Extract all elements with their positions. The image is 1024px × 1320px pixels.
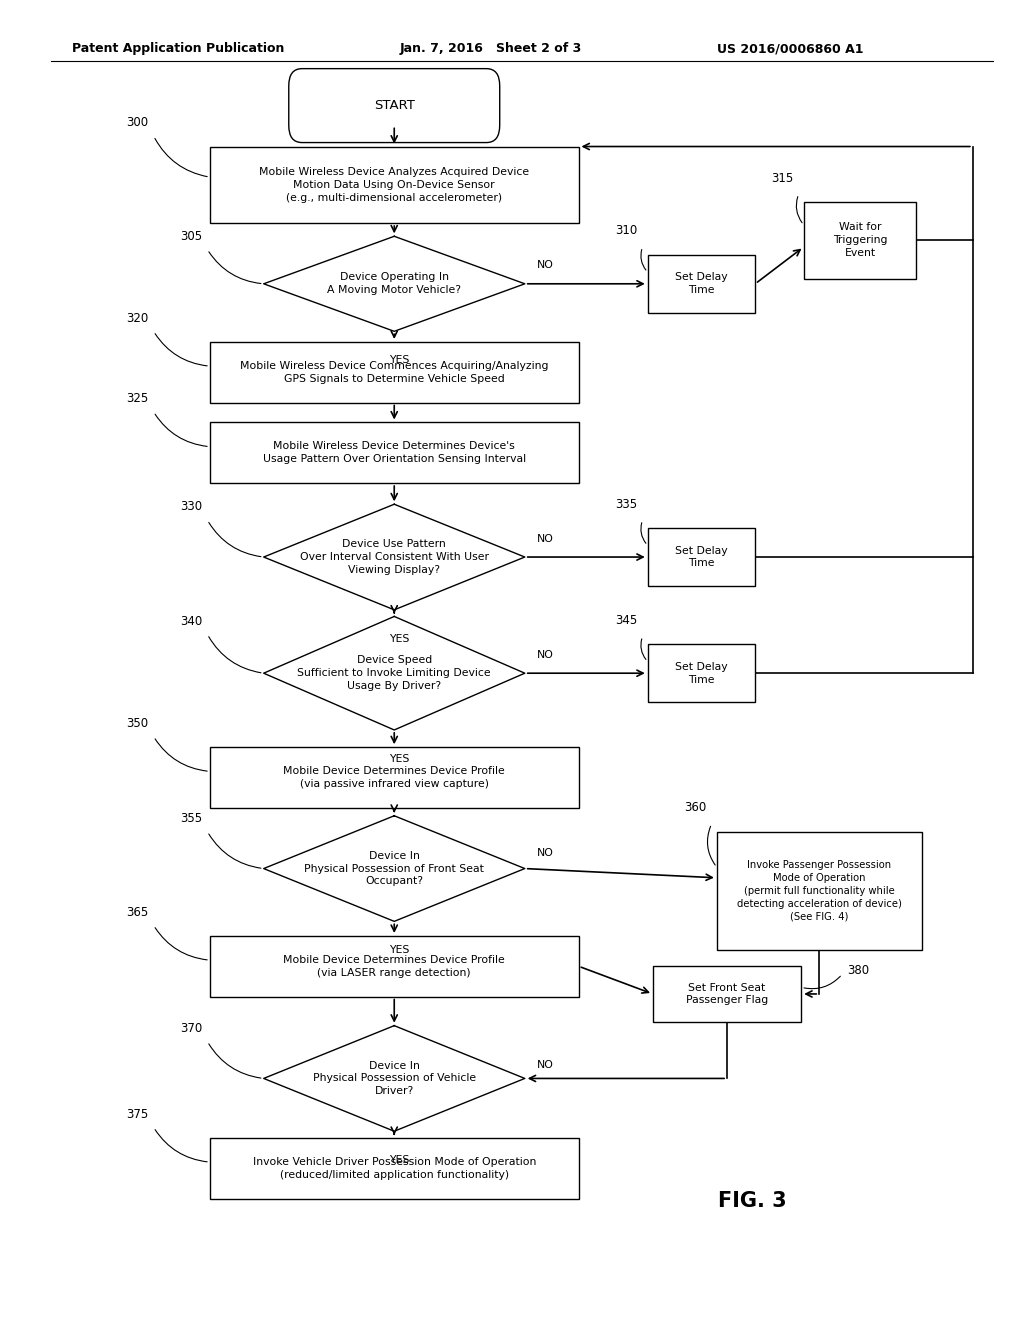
FancyBboxPatch shape: [210, 147, 579, 223]
Text: Mobile Wireless Device Determines Device's
Usage Pattern Over Orientation Sensin: Mobile Wireless Device Determines Device…: [263, 441, 525, 465]
Text: 350: 350: [126, 717, 148, 730]
Text: Device Speed
Sufficient to Invoke Limiting Device
Usage By Driver?: Device Speed Sufficient to Invoke Limiti…: [297, 656, 492, 690]
Text: YES: YES: [389, 634, 410, 644]
Text: 330: 330: [180, 500, 203, 513]
FancyBboxPatch shape: [653, 966, 801, 1022]
Text: Set Delay
Time: Set Delay Time: [675, 661, 728, 685]
Text: 355: 355: [180, 812, 203, 825]
Text: 380: 380: [848, 964, 869, 977]
Text: 360: 360: [684, 801, 707, 814]
Text: 320: 320: [126, 312, 148, 325]
FancyBboxPatch shape: [648, 644, 756, 702]
Text: NO: NO: [537, 533, 554, 544]
Text: YES: YES: [389, 754, 410, 764]
Text: Mobile Device Determines Device Profile
(via passive infrared view capture): Mobile Device Determines Device Profile …: [284, 766, 505, 789]
Text: US 2016/0006860 A1: US 2016/0006860 A1: [717, 42, 863, 55]
FancyBboxPatch shape: [289, 69, 500, 143]
Text: Mobile Device Determines Device Profile
(via LASER range detection): Mobile Device Determines Device Profile …: [284, 954, 505, 978]
FancyBboxPatch shape: [210, 422, 579, 483]
Text: Mobile Wireless Device Analyzes Acquired Device
Motion Data Using On-Device Sens: Mobile Wireless Device Analyzes Acquired…: [259, 168, 529, 202]
Text: Patent Application Publication: Patent Application Publication: [72, 42, 284, 55]
Text: 315: 315: [771, 172, 794, 185]
Polygon shape: [264, 816, 524, 921]
Text: Device Operating In
A Moving Motor Vehicle?: Device Operating In A Moving Motor Vehic…: [328, 272, 461, 296]
Text: Invoke Vehicle Driver Possession Mode of Operation
(reduced/limited application : Invoke Vehicle Driver Possession Mode of…: [253, 1156, 536, 1180]
Text: NO: NO: [537, 260, 554, 271]
Polygon shape: [264, 616, 524, 730]
Text: YES: YES: [389, 945, 410, 956]
FancyBboxPatch shape: [804, 202, 916, 279]
Polygon shape: [264, 1026, 524, 1131]
Text: Device Use Pattern
Over Interval Consistent With User
Viewing Display?: Device Use Pattern Over Interval Consist…: [300, 540, 488, 574]
Text: 375: 375: [126, 1107, 148, 1121]
Text: 340: 340: [180, 615, 203, 627]
Text: Jan. 7, 2016   Sheet 2 of 3: Jan. 7, 2016 Sheet 2 of 3: [399, 42, 582, 55]
FancyBboxPatch shape: [648, 528, 756, 586]
Text: 365: 365: [126, 906, 148, 919]
Text: Set Delay
Time: Set Delay Time: [675, 272, 728, 296]
Text: START: START: [374, 99, 415, 112]
FancyBboxPatch shape: [210, 936, 579, 997]
Text: 305: 305: [180, 230, 203, 243]
FancyBboxPatch shape: [648, 255, 756, 313]
Polygon shape: [264, 504, 524, 610]
Text: NO: NO: [537, 847, 554, 858]
FancyBboxPatch shape: [210, 1138, 579, 1199]
Text: YES: YES: [389, 1155, 410, 1166]
FancyBboxPatch shape: [717, 832, 922, 950]
Text: Mobile Wireless Device Commences Acquiring/Analyzing
GPS Signals to Determine Ve: Mobile Wireless Device Commences Acquiri…: [240, 360, 549, 384]
FancyBboxPatch shape: [210, 747, 579, 808]
Text: 300: 300: [126, 116, 148, 129]
Text: Wait for
Triggering
Event: Wait for Triggering Event: [833, 223, 888, 257]
Text: 335: 335: [615, 498, 637, 511]
Text: NO: NO: [537, 649, 554, 660]
Polygon shape: [264, 236, 524, 331]
Text: NO: NO: [537, 1060, 554, 1071]
Text: Set Front Seat
Passenger Flag: Set Front Seat Passenger Flag: [686, 982, 768, 1006]
Text: FIG. 3: FIG. 3: [718, 1191, 787, 1212]
Text: 345: 345: [615, 614, 637, 627]
Text: YES: YES: [389, 355, 410, 366]
Text: Set Delay
Time: Set Delay Time: [675, 545, 728, 569]
Text: Device In
Physical Possession of Front Seat
Occupant?: Device In Physical Possession of Front S…: [304, 851, 484, 886]
Text: 310: 310: [615, 224, 637, 238]
Text: 370: 370: [180, 1022, 203, 1035]
Text: Invoke Passenger Possession
Mode of Operation
(permit full functionality while
d: Invoke Passenger Possession Mode of Oper…: [736, 861, 902, 921]
Text: Device In
Physical Possession of Vehicle
Driver?: Device In Physical Possession of Vehicle…: [312, 1061, 476, 1096]
FancyBboxPatch shape: [210, 342, 579, 403]
Text: 325: 325: [126, 392, 148, 405]
